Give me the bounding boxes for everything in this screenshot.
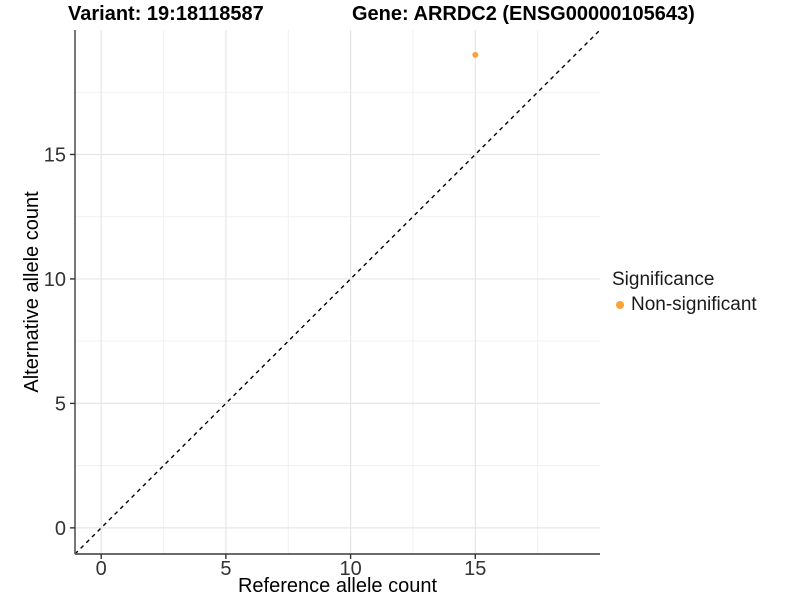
x-tick-label: 15 (464, 558, 486, 580)
data-point (472, 51, 479, 58)
variant-title: Variant: 19:18118587 (68, 3, 264, 25)
legend: Significance Non-significant (612, 269, 757, 316)
legend-title: Significance (612, 269, 715, 290)
y-axis-title: Alternative allele count (21, 191, 43, 393)
y-tick-label: 0 (55, 518, 66, 540)
x-axis-title: Reference allele count (238, 575, 437, 597)
y-tick-label: 15 (44, 144, 66, 166)
identity-reference-line (74, 29, 601, 555)
x-tick-label: 10 (339, 558, 361, 580)
x-tick-label: 0 (96, 558, 107, 580)
legend-item: Non-significant (612, 294, 757, 316)
y-tick-label: 10 (44, 269, 66, 291)
legend-key-dot (616, 301, 624, 309)
legend-item-label: Non-significant (631, 294, 757, 315)
y-tick-label: 5 (55, 393, 66, 415)
gene-title: Gene: ARRDC2 (ENSG00000105643) (352, 3, 695, 25)
x-tick-label: 5 (220, 558, 231, 580)
